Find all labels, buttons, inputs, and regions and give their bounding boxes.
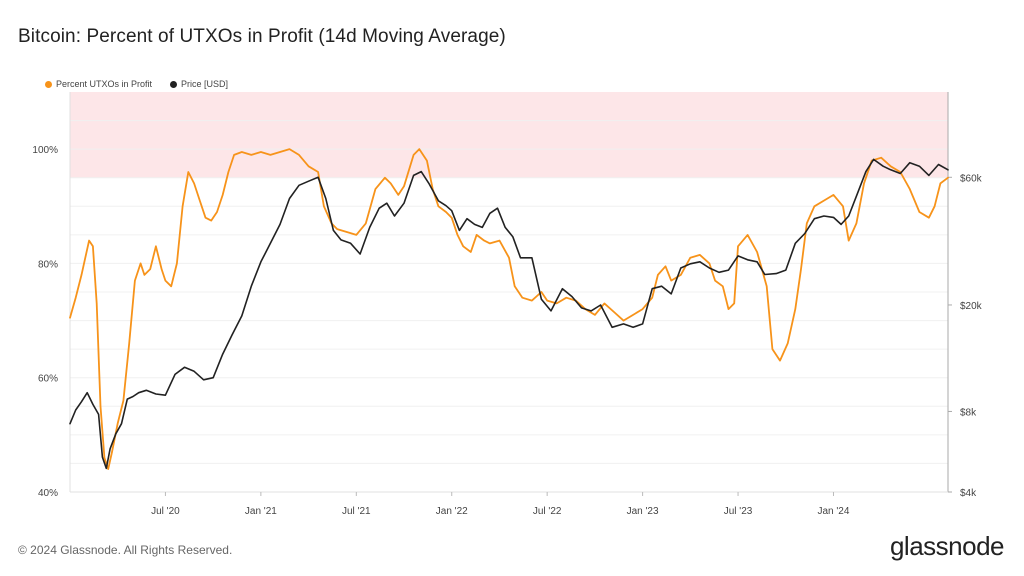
x-tick-label: Jul '20 — [151, 506, 180, 517]
y-right-tick-label: $20k — [960, 301, 983, 312]
copyright-text: © 2024 Glassnode. All Rights Reserved. — [18, 543, 233, 557]
x-tick-label: Jan '23 — [627, 506, 659, 517]
series-line-price — [69, 158, 949, 470]
x-tick-label: Jan '21 — [245, 506, 277, 517]
x-tick-label: Jan '22 — [436, 506, 468, 517]
y-left-tick-label: 40% — [38, 488, 58, 499]
y-left-tick-label: 80% — [38, 259, 58, 270]
legend-dot-profit — [45, 80, 52, 88]
legend-item-price[interactable]: Price [USD] — [170, 79, 228, 89]
y-right-tick-label: $4k — [960, 488, 977, 499]
profit-band — [70, 92, 948, 178]
series-line-profit — [69, 148, 949, 470]
legend-label-profit: Percent UTXOs in Profit — [56, 79, 153, 89]
y-right-tick-label: $8k — [960, 407, 977, 418]
glassnode-logo: glassnode — [889, 531, 1005, 561]
legend: Percent UTXOs in Profit Price [USD] — [45, 79, 228, 89]
y-left-tick-label: 100% — [32, 145, 58, 156]
x-tick-label: Jul '22 — [533, 506, 562, 517]
y-right-tick-label: $60k — [960, 173, 983, 184]
y-left-tick-label: 60% — [38, 374, 58, 385]
legend-dot-price — [170, 80, 178, 88]
x-tick-label: Jan '24 — [818, 506, 850, 517]
x-tick-label: Jul '23 — [724, 506, 753, 517]
legend-label-price: Price [USD] — [181, 79, 229, 89]
x-tick-label: Jul '21 — [342, 506, 371, 517]
chart-title: Bitcoin: Percent of UTXOs in Profit (14d… — [18, 26, 506, 47]
legend-item-profit[interactable]: Percent UTXOs in Profit — [45, 79, 152, 89]
